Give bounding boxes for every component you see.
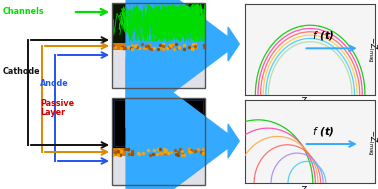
Y-axis label: $-Z_\mathrm{Imag}$: $-Z_\mathrm{Imag}$	[365, 36, 378, 62]
Text: Layer: Layer	[40, 108, 65, 117]
Bar	[112, 148, 205, 156]
Y-axis label: $-Z_\mathrm{Imag}$: $-Z_\mathrm{Imag}$	[365, 129, 378, 155]
Text: Cathode: Cathode	[3, 67, 40, 77]
Text: Passive: Passive	[40, 99, 74, 108]
Text: Channels: Channels	[3, 8, 45, 16]
Bar	[112, 43, 205, 50]
Bar	[112, 156, 205, 185]
Bar	[112, 50, 205, 88]
Bar	[114, 100, 203, 146]
Bar	[112, 3, 205, 88]
Bar	[112, 3, 205, 43]
X-axis label: $Z_\mathrm{Real}$: $Z_\mathrm{Real}$	[300, 96, 320, 108]
Bar	[112, 98, 205, 148]
X-axis label: $Z_\mathrm{Real}$: $Z_\mathrm{Real}$	[300, 185, 320, 189]
Text: Anode: Anode	[40, 80, 69, 88]
Bar	[112, 98, 205, 185]
Text: $f$ (t): $f$ (t)	[312, 125, 335, 138]
Text: $f$ (t): $f$ (t)	[312, 29, 335, 42]
